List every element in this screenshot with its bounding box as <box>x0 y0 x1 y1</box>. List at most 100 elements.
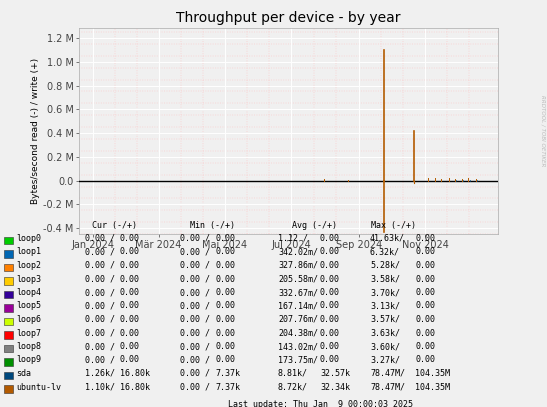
Text: 104.35M: 104.35M <box>415 369 450 378</box>
Text: 0.00 /: 0.00 / <box>180 274 210 284</box>
Text: 0.00: 0.00 <box>215 274 235 284</box>
Text: 0.00 /: 0.00 / <box>180 234 210 243</box>
Text: 0.00: 0.00 <box>215 315 235 324</box>
Text: 0.00 /: 0.00 / <box>85 247 115 256</box>
Text: 0.00: 0.00 <box>120 342 140 351</box>
Text: 0.00: 0.00 <box>215 342 235 351</box>
Text: 104.35M: 104.35M <box>415 383 450 392</box>
Text: 78.47M/: 78.47M/ <box>370 369 405 378</box>
Text: 0.00: 0.00 <box>215 302 235 311</box>
Text: 0.00: 0.00 <box>415 261 435 270</box>
Text: 0.00: 0.00 <box>415 302 435 311</box>
Text: 0.00 /: 0.00 / <box>85 274 115 284</box>
Text: 32.57k: 32.57k <box>320 369 350 378</box>
Text: 205.58m/: 205.58m/ <box>278 274 318 284</box>
Text: 6.32k/: 6.32k/ <box>370 247 400 256</box>
Text: 0.00 /: 0.00 / <box>180 302 210 311</box>
Text: loop9: loop9 <box>16 355 41 365</box>
Text: 0.00 /: 0.00 / <box>85 302 115 311</box>
Text: 0.00: 0.00 <box>320 288 340 297</box>
Text: 0.00 /: 0.00 / <box>85 328 115 337</box>
Text: loop0: loop0 <box>16 234 41 243</box>
Text: 3.13k/: 3.13k/ <box>370 302 400 311</box>
Text: 143.02m/: 143.02m/ <box>278 342 318 351</box>
Text: loop3: loop3 <box>16 274 41 284</box>
Text: loop7: loop7 <box>16 328 41 337</box>
Text: 0.00: 0.00 <box>320 234 340 243</box>
Text: 0.00: 0.00 <box>415 234 435 243</box>
Text: 1.10k/: 1.10k/ <box>85 383 115 392</box>
Text: 8.81k/: 8.81k/ <box>278 369 308 378</box>
Text: 0.00: 0.00 <box>120 315 140 324</box>
Title: Throughput per device - by year: Throughput per device - by year <box>176 11 401 24</box>
Text: 0.00: 0.00 <box>320 328 340 337</box>
Text: 207.76m/: 207.76m/ <box>278 315 318 324</box>
Text: 0.00: 0.00 <box>320 302 340 311</box>
Text: 0.00: 0.00 <box>320 247 340 256</box>
Text: 0.00: 0.00 <box>120 247 140 256</box>
Text: Avg (-/+): Avg (-/+) <box>293 221 337 230</box>
Text: 7.37k: 7.37k <box>215 383 240 392</box>
Text: 3.27k/: 3.27k/ <box>370 355 400 365</box>
Text: 1.26k/: 1.26k/ <box>85 369 115 378</box>
Text: 0.00 /: 0.00 / <box>180 369 210 378</box>
Text: 0.00: 0.00 <box>320 274 340 284</box>
Text: loop6: loop6 <box>16 315 41 324</box>
Text: 0.00: 0.00 <box>120 274 140 284</box>
Text: 0.00: 0.00 <box>215 328 235 337</box>
Text: 78.47M/: 78.47M/ <box>370 383 405 392</box>
Text: 0.00 /: 0.00 / <box>85 342 115 351</box>
Text: 0.00 /: 0.00 / <box>180 355 210 365</box>
Text: 3.63k/: 3.63k/ <box>370 328 400 337</box>
Text: 0.00 /: 0.00 / <box>85 261 115 270</box>
Text: loop1: loop1 <box>16 247 41 256</box>
Text: 0.00: 0.00 <box>415 355 435 365</box>
Text: 0.00 /: 0.00 / <box>85 288 115 297</box>
Text: 0.00: 0.00 <box>120 302 140 311</box>
Text: 16.80k: 16.80k <box>120 383 150 392</box>
Text: 204.38m/: 204.38m/ <box>278 328 318 337</box>
Text: 0.00: 0.00 <box>120 234 140 243</box>
Text: 0.00: 0.00 <box>415 247 435 256</box>
Text: 0.00 /: 0.00 / <box>85 355 115 365</box>
Text: 1.12 /: 1.12 / <box>278 234 308 243</box>
Text: 0.00: 0.00 <box>215 247 235 256</box>
Text: 8.72k/: 8.72k/ <box>278 383 308 392</box>
Text: Last update: Thu Jan  9 00:00:03 2025: Last update: Thu Jan 9 00:00:03 2025 <box>228 400 412 407</box>
Text: 0.00 /: 0.00 / <box>85 234 115 243</box>
Text: 0.00: 0.00 <box>320 342 340 351</box>
Text: 0.00: 0.00 <box>120 261 140 270</box>
Text: 0.00: 0.00 <box>215 234 235 243</box>
Text: 41.63k/: 41.63k/ <box>370 234 405 243</box>
Text: 0.00 /: 0.00 / <box>180 383 210 392</box>
Text: 0.00: 0.00 <box>215 288 235 297</box>
Text: 167.14m/: 167.14m/ <box>278 302 318 311</box>
Text: 16.80k: 16.80k <box>120 369 150 378</box>
Text: ubuntu-lv: ubuntu-lv <box>16 383 61 392</box>
Text: 32.34k: 32.34k <box>320 383 350 392</box>
Text: 0.00 /: 0.00 / <box>180 342 210 351</box>
Text: 0.00 /: 0.00 / <box>180 328 210 337</box>
Text: sda: sda <box>16 369 31 378</box>
Text: 0.00: 0.00 <box>215 355 235 365</box>
Text: 0.00: 0.00 <box>120 288 140 297</box>
Text: loop5: loop5 <box>16 302 41 311</box>
Text: 332.67m/: 332.67m/ <box>278 288 318 297</box>
Text: loop8: loop8 <box>16 342 41 351</box>
Text: 5.28k/: 5.28k/ <box>370 261 400 270</box>
Y-axis label: Bytes/second read (-) / write (+): Bytes/second read (-) / write (+) <box>32 58 40 204</box>
Text: 0.00 /: 0.00 / <box>180 247 210 256</box>
Text: 0.00: 0.00 <box>320 261 340 270</box>
Text: Cur (-/+): Cur (-/+) <box>92 221 137 230</box>
Text: loop2: loop2 <box>16 261 41 270</box>
Text: Max (-/+): Max (-/+) <box>371 221 416 230</box>
Text: 0.00: 0.00 <box>120 355 140 365</box>
Text: Min (-/+): Min (-/+) <box>189 221 235 230</box>
Text: RRDTOOL / TOBI OETIKER: RRDTOOL / TOBI OETIKER <box>540 94 546 166</box>
Text: 0.00: 0.00 <box>415 288 435 297</box>
Text: 0.00: 0.00 <box>415 274 435 284</box>
Text: 3.58k/: 3.58k/ <box>370 274 400 284</box>
Text: 7.37k: 7.37k <box>215 369 240 378</box>
Text: 0.00: 0.00 <box>415 342 435 351</box>
Text: 0.00: 0.00 <box>320 315 340 324</box>
